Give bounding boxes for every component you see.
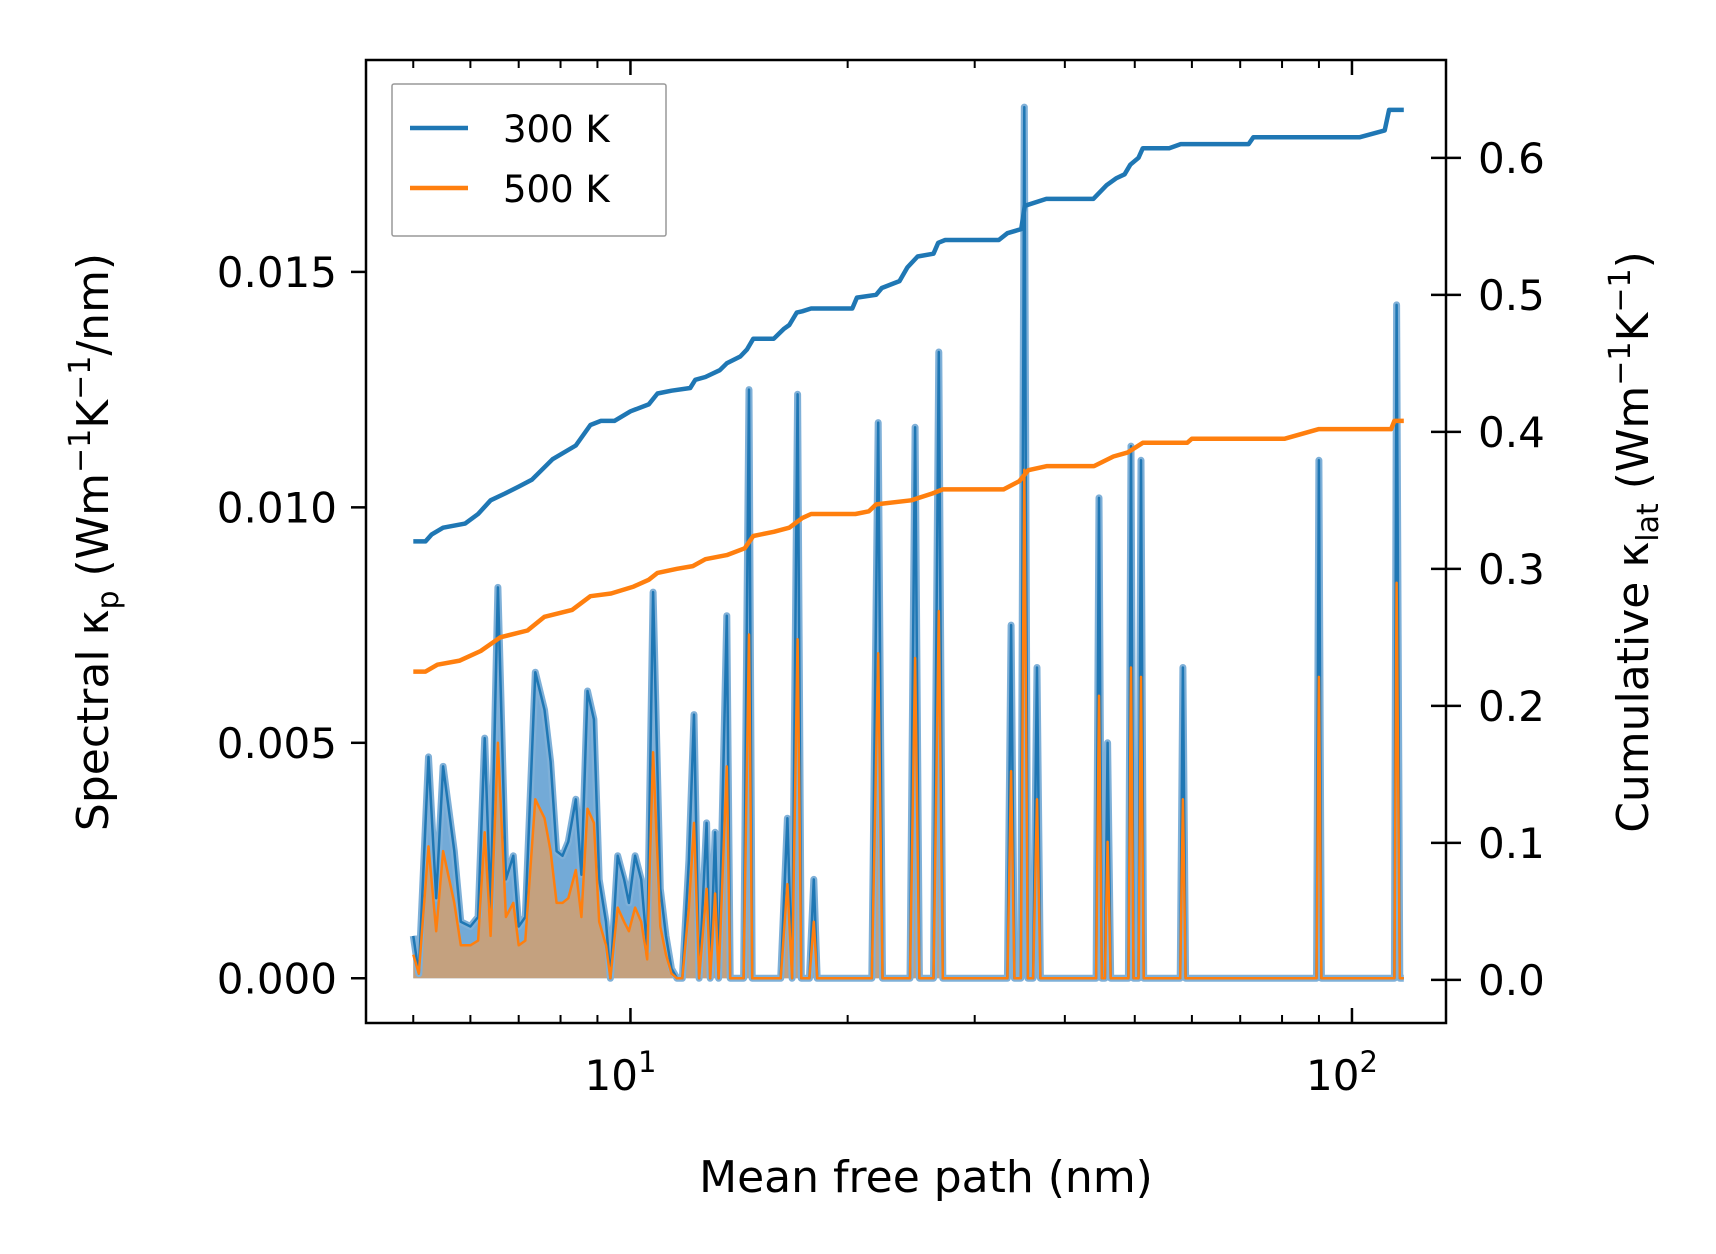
y-left-tick-label: 0.005: [217, 719, 337, 768]
y-left-tick-label: 0.000: [217, 954, 337, 1003]
x-tick-label: 101: [585, 1045, 657, 1100]
y-right-tick-label: 0.4: [1478, 408, 1545, 457]
y-right-tick-label: 0.2: [1478, 682, 1545, 731]
y-right-tick-label: 0.1: [1478, 819, 1545, 868]
y-left-tick-label: 0.010: [217, 483, 337, 532]
cumulative-500K-line: [413, 418, 1404, 674]
y-right-tick-label: 0.6: [1478, 134, 1545, 183]
axes-frame: [364, 58, 1448, 1025]
legend-label-500K: 500 K: [503, 168, 611, 211]
y-right-tick-label: 0.5: [1478, 271, 1545, 320]
x-axis-label: Mean free path (nm): [699, 1152, 1153, 1203]
legend: 300 K 500 K: [391, 83, 667, 237]
legend-box: [391, 83, 667, 237]
y-left-tick-label: 0.015: [217, 248, 337, 297]
y-right-axis-label: Cumulative κlat (Wm−1K−1): [1603, 251, 1666, 833]
spectral-500K-line: [412, 468, 1404, 980]
axes: 101 102 0.000 0.005 0.010 0.015 0.0 0.1 0.2 0.3 0.…: [63, 58, 1666, 1203]
y-right-tick-label: 0.3: [1478, 545, 1545, 594]
y-right-tick-label: 0.0: [1478, 956, 1545, 1005]
plot-area: [409, 103, 1404, 982]
cumulative-300K-line: [413, 107, 1404, 544]
y-left-axis-label: Spectral κp (Wm−1K−1/nm): [63, 253, 126, 831]
x-tick-label: 102: [1306, 1045, 1378, 1100]
spectral-500K-fill: [413, 469, 1404, 979]
legend-label-300K: 300 K: [503, 108, 611, 151]
spectral-300K-fill: [413, 107, 1404, 979]
